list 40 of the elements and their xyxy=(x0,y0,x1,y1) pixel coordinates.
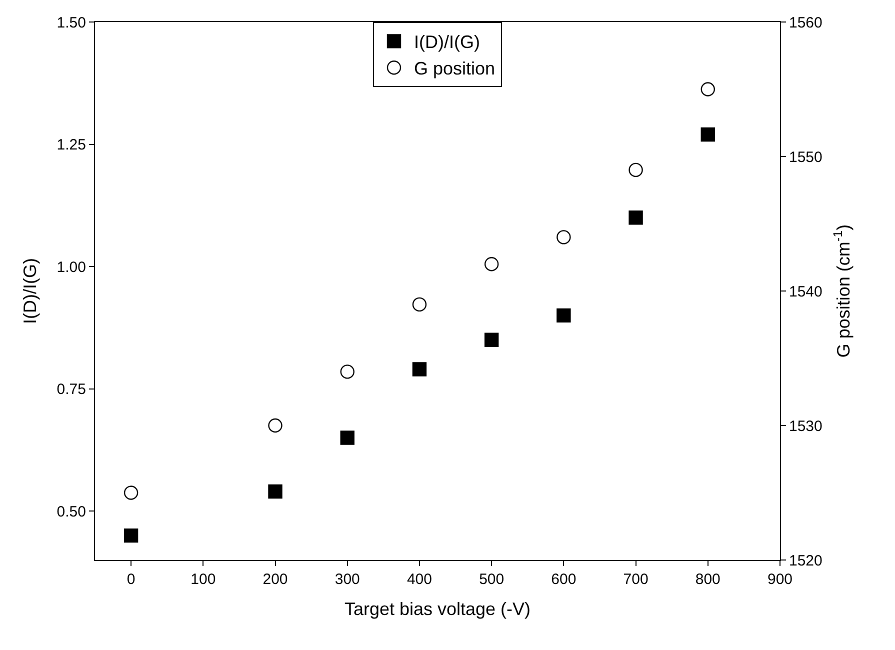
point xyxy=(700,82,715,96)
point xyxy=(268,484,282,499)
y2-tick-label: 1540 xyxy=(789,283,822,300)
point xyxy=(484,257,499,272)
point xyxy=(340,430,354,445)
point xyxy=(700,127,715,142)
legend-label: G position xyxy=(414,58,496,79)
y2-tick-label: 1530 xyxy=(789,418,822,435)
point xyxy=(412,297,427,312)
x-tick-label: 400 xyxy=(406,571,432,588)
x-tick-label: 800 xyxy=(695,571,720,588)
point xyxy=(628,210,643,225)
point xyxy=(628,162,643,178)
y2-tick-label: 1520 xyxy=(789,552,822,570)
point xyxy=(340,364,354,379)
x-tick-label: 100 xyxy=(190,571,216,588)
point xyxy=(124,528,138,543)
point xyxy=(268,418,282,433)
y-tick-label: 1.00 xyxy=(56,258,86,276)
legend-label: I(D)/I(G) xyxy=(414,32,480,52)
y-tick-label: 0.50 xyxy=(56,503,86,520)
x-tick-label: 700 xyxy=(623,571,648,588)
point xyxy=(484,332,499,348)
x-tick-label: 900 xyxy=(767,571,793,588)
point xyxy=(556,230,571,244)
x-tick-label: 600 xyxy=(551,571,576,588)
y-tick-label: 1.25 xyxy=(56,136,86,154)
point xyxy=(412,362,427,376)
x-tick-label: 0 xyxy=(126,571,136,588)
y2-tick-label: 1560 xyxy=(789,14,822,32)
x-tick-label: 500 xyxy=(479,571,504,588)
point xyxy=(124,486,138,500)
y2-tick-label: 1550 xyxy=(789,148,822,166)
x-tick-label: 200 xyxy=(262,571,288,588)
y-tick-label: 1.50 xyxy=(56,14,86,32)
x-axis-title: Target bias voltage (-V) xyxy=(344,599,531,620)
y-axis-title: I(D)/I(G) xyxy=(20,258,40,324)
point xyxy=(556,308,571,323)
x-tick-label: 300 xyxy=(334,571,360,588)
y-tick-label: 0.75 xyxy=(56,381,86,398)
